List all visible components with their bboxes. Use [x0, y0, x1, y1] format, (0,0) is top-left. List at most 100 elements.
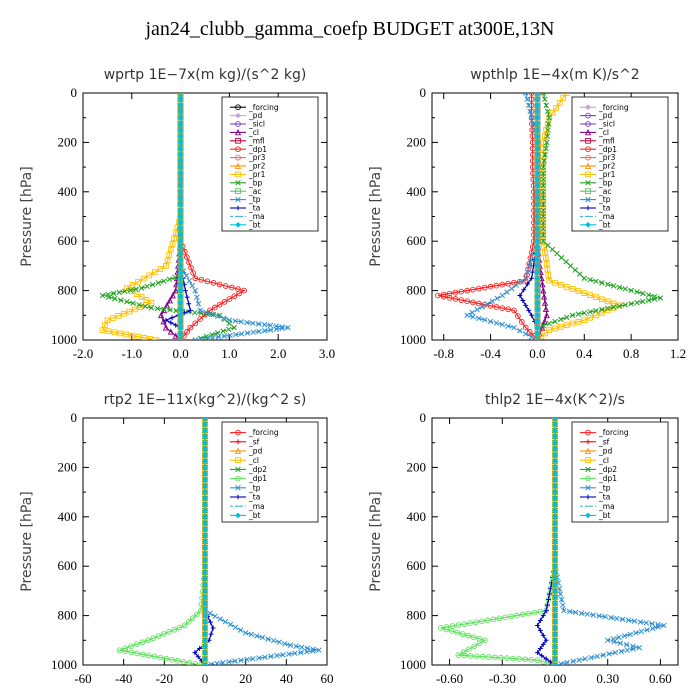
series-point: [552, 470, 558, 477]
y-tick-label: 200: [407, 459, 427, 474]
series-group: [99, 93, 291, 340]
series-point: [202, 662, 208, 665]
series-point: [122, 645, 129, 652]
series-point: [202, 656, 208, 662]
series-point: [540, 189, 547, 195]
series-point: [248, 631, 255, 638]
series-point: [540, 213, 547, 220]
series-point: [177, 108, 184, 115]
series-point: [627, 631, 633, 638]
y-tick-label: 600: [58, 558, 78, 573]
series-point: [623, 641, 630, 648]
y-tick-label: 1000: [51, 332, 77, 347]
series-point: [216, 301, 223, 308]
series-point: [452, 289, 459, 296]
series-point: [564, 659, 570, 665]
series-point: [476, 315, 482, 322]
legend-marker: [585, 121, 591, 127]
series-point: [187, 307, 193, 313]
series-point: [640, 298, 646, 305]
series-point: [198, 276, 205, 283]
legend-label: _forcing: [248, 428, 279, 437]
series-point: [645, 292, 652, 298]
legend-marker: [235, 154, 241, 161]
series-point: [524, 269, 531, 275]
series-point: [575, 319, 582, 325]
series-point: [145, 637, 151, 644]
series-point: [192, 275, 199, 282]
series-point: [518, 278, 524, 285]
legend-label: _ma: [598, 502, 615, 511]
series-point: [177, 250, 184, 257]
series-point: [470, 286, 476, 293]
series-point: [525, 610, 532, 617]
series-point: [540, 238, 547, 245]
legend-label: _sf: [248, 437, 260, 446]
series-point: [604, 305, 611, 312]
series-point: [552, 439, 558, 446]
series-point: [541, 293, 548, 300]
series-point: [470, 634, 477, 641]
series-point: [470, 314, 476, 320]
series-point: [543, 656, 549, 662]
x-tick-label: 3.0: [319, 346, 335, 361]
series-point: [498, 654, 504, 661]
legend-label: _pr3: [598, 153, 616, 162]
series-point: [552, 532, 558, 539]
series-point: [487, 318, 494, 325]
series-point: [274, 652, 280, 659]
series-point: [569, 286, 576, 292]
series-point: [177, 182, 184, 189]
series-point: [153, 337, 160, 340]
legend-marker: [235, 221, 241, 228]
series-point: [638, 628, 645, 635]
x-tick-label: 0.0: [172, 346, 188, 361]
series-point: [148, 305, 155, 311]
series-point: [202, 662, 208, 665]
series-point: [624, 647, 631, 653]
series-point: [581, 317, 588, 324]
series-point: [177, 176, 184, 183]
series-point: [560, 95, 567, 101]
series-point: [552, 418, 558, 421]
y-tick-label: 1000: [400, 657, 426, 672]
legend-label: _pr2: [598, 162, 616, 171]
series-point: [127, 287, 134, 294]
series-point: [540, 93, 547, 96]
series-point: [534, 318, 541, 325]
series-point: [177, 188, 184, 195]
series-point: [232, 658, 238, 664]
series-point: [287, 642, 294, 648]
series-point: [177, 127, 184, 133]
series-point: [534, 188, 541, 195]
series-point: [584, 611, 591, 617]
legend-marker: [584, 162, 592, 169]
series-point: [537, 618, 543, 623]
series-point: [535, 623, 540, 628]
legend-label: _dp1: [598, 145, 617, 154]
legend: _forcing_sf_pd_cl_dp2_dp1_tp_ta_ma_bt: [571, 421, 669, 523]
series-point: [177, 312, 184, 319]
series-point: [554, 250, 560, 257]
x-tick-label: -0.30: [489, 671, 516, 686]
series-point: [616, 303, 623, 309]
series-point: [534, 232, 541, 238]
series-point: [310, 648, 316, 654]
series-point: [204, 335, 210, 340]
series-point: [458, 297, 465, 303]
legend-marker: [235, 466, 241, 473]
series-point: [544, 133, 551, 139]
series-point: [177, 195, 184, 201]
series-point: [197, 307, 203, 314]
legend-label: _mfl: [248, 136, 265, 145]
series-point: [616, 284, 623, 291]
series-point: [600, 652, 606, 658]
series-point: [539, 653, 545, 659]
series-point: [552, 433, 558, 440]
series-point: [490, 616, 497, 623]
series-point: [552, 513, 558, 520]
legend-marker: [585, 146, 591, 153]
series-point: [202, 637, 208, 644]
series-point: [542, 249, 548, 256]
series-point: [166, 628, 172, 635]
